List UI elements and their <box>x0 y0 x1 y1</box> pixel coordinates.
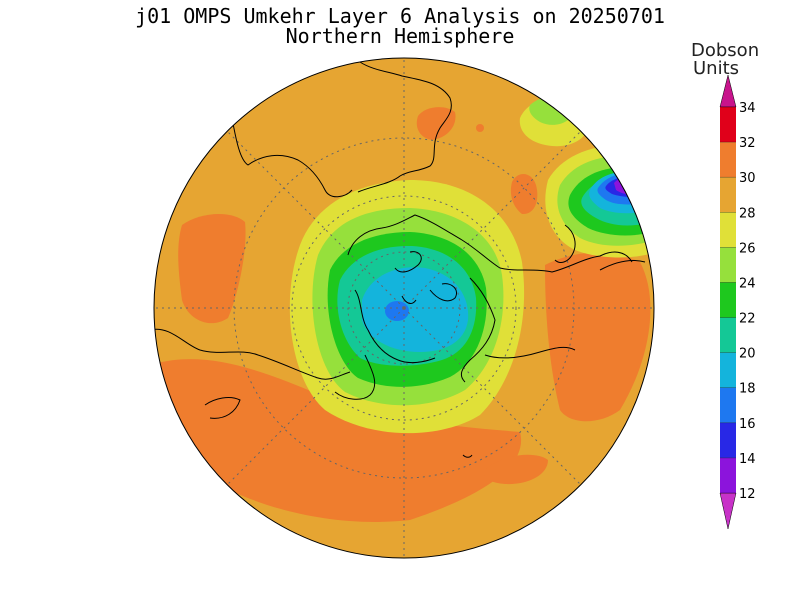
coastlines <box>154 61 646 458</box>
hemisphere-border <box>153 57 655 559</box>
coastline <box>462 454 473 458</box>
coastline <box>231 117 353 198</box>
ozone-field <box>154 58 654 558</box>
coastline <box>401 295 417 304</box>
colorbar: 34 32 30 28 26 24 22 20 18 16 14 12 <box>719 74 756 530</box>
colorbar-title-dobson: Dobson <box>691 40 760 61</box>
contour-30-band <box>416 107 456 140</box>
coastline <box>154 328 351 380</box>
colorbar-band <box>720 457 736 493</box>
colorbar-title-units: Units <box>693 58 740 79</box>
colorbar-tick-label: 34 <box>739 101 756 116</box>
contour-30-band <box>510 174 538 215</box>
colorbar-band <box>720 212 736 248</box>
coastline <box>460 277 496 383</box>
contour-30-band <box>476 124 484 132</box>
colorbar-tick-label: 30 <box>739 171 756 186</box>
contour-30-band <box>484 454 548 485</box>
coastline <box>394 251 422 273</box>
contour-30-band <box>154 359 522 522</box>
coastline <box>204 397 241 419</box>
colorbar-tick-label: 18 <box>739 382 756 397</box>
colorbar-band <box>720 282 736 318</box>
colorbar-tick-label: 26 <box>739 241 756 256</box>
coastline <box>599 259 646 271</box>
colorbar-band <box>720 107 736 143</box>
colorbar-band <box>720 387 736 423</box>
colorbar-tick-label: 16 <box>739 417 756 432</box>
colorbar-tick-label: 28 <box>739 206 756 221</box>
colorbar-band <box>720 352 736 388</box>
colorbar-tick-label: 12 <box>739 487 756 502</box>
map-subtitle: Northern Hemisphere <box>285 24 515 48</box>
contour-30-band <box>178 214 246 324</box>
coastline <box>484 346 576 359</box>
colorbar-band <box>720 422 736 458</box>
colorbar-band <box>720 317 736 353</box>
colorbar-band <box>720 142 736 178</box>
coastline <box>429 283 457 302</box>
colorbar-band <box>720 247 736 283</box>
colorbar-tick-label: 24 <box>739 276 756 291</box>
coastline <box>334 354 376 400</box>
contour-18-band <box>362 267 469 352</box>
colorbar-bottom-arrow <box>719 492 737 530</box>
colorbar-tick-label: 22 <box>739 312 756 327</box>
coastline <box>354 289 436 364</box>
contour-16-band <box>385 301 409 321</box>
coastline <box>347 214 633 273</box>
colorbar-tick-label: 14 <box>739 452 756 467</box>
colorbar-tick-label: 20 <box>739 347 756 362</box>
meridians <box>154 58 654 558</box>
coastline <box>357 61 452 193</box>
coastline <box>554 224 576 263</box>
colorbar-band <box>720 177 736 213</box>
contour-30-band <box>545 252 651 422</box>
latitude-circle <box>291 195 517 421</box>
colorbar-tick-label: 32 <box>739 136 756 151</box>
colorbar-top-arrow <box>719 74 737 108</box>
map-title: j01 OMPS Umkehr Layer 6 Analysis on 2025… <box>135 4 665 28</box>
